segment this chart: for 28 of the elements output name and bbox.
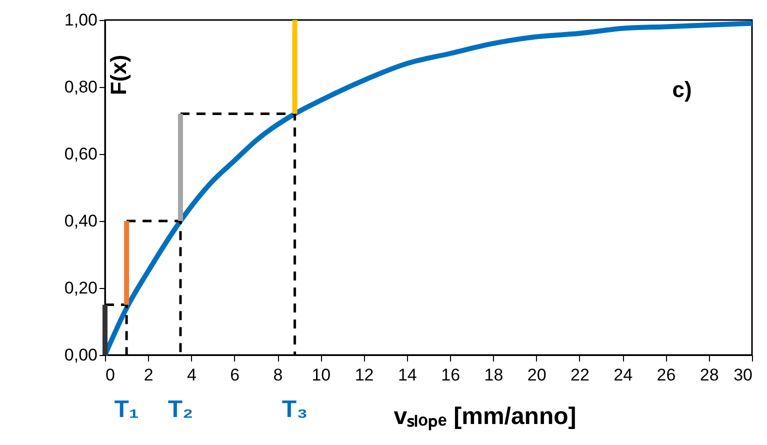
x-axis-title: vₛₗₒₚₑ [mm/anno] [394,403,576,431]
text: T₃ [282,396,308,423]
x-tick-label: 18 [484,366,504,384]
x-tick-label: 12 [354,366,374,384]
x-tick-label: 28 [700,366,719,384]
x-tick-label: 0 [106,366,115,384]
y-tick-label: 1,00 [64,10,98,30]
y-axis-title: F(x) [106,54,131,96]
x-tick-label: 30 [734,366,752,384]
x-tick-label: 8 [273,366,283,384]
x-tick-label: 6 [230,366,240,384]
y-tick-label: 0,20 [64,278,98,298]
x-tick-label: 2 [144,366,154,384]
x-tick-label: 26 [656,366,676,384]
text: T₂ [168,396,194,423]
x-tick-label: 10 [312,366,331,384]
y-tick-label: 0,40 [64,212,98,230]
x-tick-label: 4 [187,366,196,384]
x-tick-label: 14 [398,366,417,384]
x-tick-label: 24 [614,366,633,384]
y-tick-label: 0,80 [64,78,98,96]
x-tick-label: 20 [527,366,546,384]
x-tick-label: 22 [570,366,590,384]
text: T₁ [114,396,139,423]
y-tick-label: 0,00 [64,346,98,364]
annotation: c) [672,77,692,102]
x-tick-label: 16 [441,366,460,384]
y-tick-label: 0,60 [64,144,98,164]
